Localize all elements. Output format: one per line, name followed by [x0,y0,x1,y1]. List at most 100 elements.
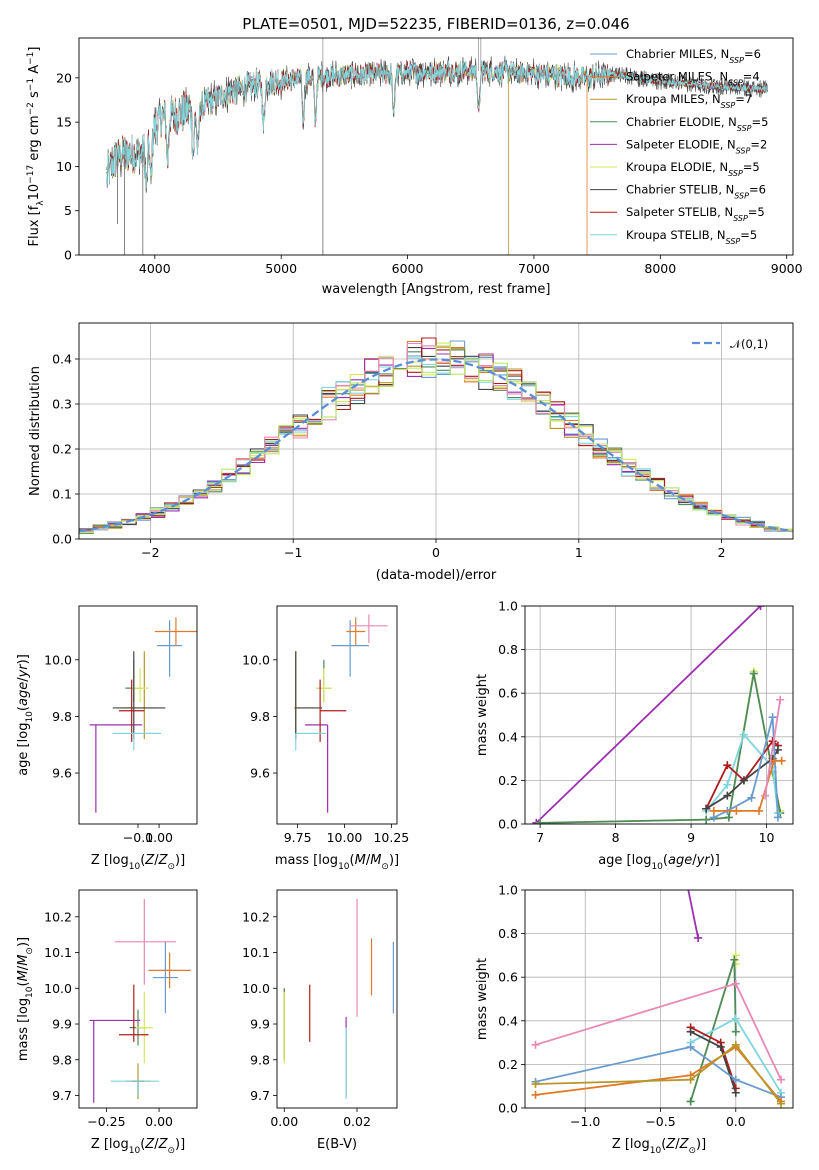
errorbar-point [89,1019,141,1103]
residuals-axes: −2 −1 0 1 2 0.0 0.1 0.2 0.3 0.4 (data-model)/error… [28,322,794,583]
weight-series [536,667,785,824]
spectrum-xtick-label: 4000 [139,261,171,276]
weight-marker [776,1099,785,1108]
weight-marker [686,1075,695,1084]
mass-vs-EBV-xtick-label: 0.00 [270,1114,298,1129]
mass-vs-Z-ytick-label: 10.0 [44,981,72,996]
weight-vs-Z-xtick-label: 0.0 [726,1114,746,1129]
errorbar-point [156,620,183,677]
weight-series [761,695,785,800]
legend-entry: Salpeter STELIB, NSSP=5 [626,205,765,223]
legend-entry: Kroupa ELODIE, NSSP=5 [626,160,760,178]
weight-vs-age-xtick-label: 7 [536,830,544,845]
weight-vs-age-xtick-label: 9 [687,830,695,845]
spectrum-xlabel: wavelength [Angstrom, rest frame] [322,282,551,297]
weight-marker [761,791,770,800]
errorbar-point [119,984,149,1042]
spectrum-ytick-label: 0 [64,248,72,263]
mass-vs-EBV-ytick-label: 10.1 [242,945,270,960]
spectrum-ytick-label: 15 [56,115,72,130]
weight-line [713,759,782,812]
mass-vs-Z-xlabel: Z [log10(Z/Z⊙)] [91,1137,185,1156]
weight-line [540,671,782,824]
weight-vs-age-ytick-label: 1.0 [498,599,518,614]
age-vs-mass-xtick-label: 10.25 [373,830,409,845]
weight-marker [724,813,733,822]
weight-marker [739,776,748,785]
errorbar-point [112,732,162,751]
spectrum-panel: 4000 5000 6000 7000 8000 9000 0 5 10 15 20 waveleng… [26,37,803,297]
weight-vs-age-axes: 7 8 9 10 0.0 0.2 0.4 0.6 0.8 1.0 age [log10(age/yr… [475,599,794,872]
weight-vs-Z-ylabel: mass weight [475,958,490,1040]
residuals-xtick-label: −2 [141,545,159,560]
residuals-ytick-label: 0.0 [52,532,72,547]
weight-vs-age-ylabel: mass weight [475,674,490,756]
residuals-ytick-label: 0.1 [52,487,72,502]
age-vs-mass-ytick-label: 9.6 [250,766,270,781]
weight-marker [531,1040,540,1049]
weight-marker [686,1027,695,1036]
spectrum-ytick-label: 10 [56,159,72,174]
spectrum-ylabel: Flux [fλ10−17 erg cm−2 s−1 A−1] [26,47,46,247]
weight-marker [702,815,711,824]
weight-marker [776,695,785,704]
errorbar-point [295,732,326,751]
errorbar-point [131,668,149,703]
residuals-xlabel: (data-model)/error [376,568,497,583]
spectrum-xtick-label: 9000 [771,261,803,276]
mass-vs-EBV-ytick-label: 9.8 [250,1052,270,1067]
errorbar-point [293,651,315,740]
residuals-xtick-label: 2 [718,545,726,560]
weight-marker [694,933,703,942]
mass-vs-Z-ytick-label: 9.7 [52,1088,72,1103]
errorbar-point [305,724,329,813]
mass-vs-Z-ytick-label: 9.8 [52,1052,72,1067]
weight-marker [773,745,782,754]
errorbar-point [331,620,369,677]
mass-vs-metallicity-panel: −0.25 0.00 9.7 9.8 9.9 10.0 10.1 10.2 Z [log10(Z… [16,889,198,1156]
spectrum-plot-area [106,38,768,255]
errorbar-point [135,991,153,1064]
mass-vs-EBV-xtick-label: 0.02 [343,1114,371,1129]
age-vs-Z-ytick-label: 9.6 [52,766,72,781]
spectrum-legend: Chabrier MILES, NSSP=6 Salpeter MILES, NS… [590,47,768,245]
age-vs-Z-ytick-label: 9.8 [52,709,72,724]
errorbar-point [123,651,155,740]
weight-marker [747,793,756,802]
legend-entry: Chabrier STELIB, NSSP=6 [626,183,766,201]
age-vs-mass-frame [276,605,398,825]
legend-entry: Salpeter MILES, NSSP=4 [626,70,760,88]
mass-vs-EBV-ytick-label: 10.0 [242,981,270,996]
mass-vs-Z-frame [78,889,198,1109]
mass-vs-Z-xtick-label: 0.00 [145,1114,173,1129]
weight-marker [536,818,545,824]
weight-marker [723,761,732,770]
weight-vs-Z-ytick-label: 0.8 [498,926,518,941]
spectrum-ytick-label: 5 [64,203,72,218]
weight-marker [732,806,741,815]
weight-line [687,890,699,939]
weight-series [686,955,740,1106]
residuals-ytick-label: 0.2 [52,442,72,457]
mass-vs-Z-ytick-label: 9.9 [52,1017,72,1032]
mass-vs-Z-plot-area [89,898,191,1103]
weight-marker [731,1088,740,1097]
weight-vs-Z-ytick-label: 0.0 [498,1101,518,1116]
weight-marker [731,1075,740,1084]
errorbar-point [114,898,176,985]
weight-series [531,1042,785,1102]
residuals-xtick-label: 0 [432,545,440,560]
spectrum-xtick-label: 6000 [392,261,424,276]
weight-vs-Z-ytick-label: 0.4 [498,1013,518,1028]
weight-marker [682,875,690,883]
weight-vs-Z-ytick-label: 0.6 [498,970,518,985]
age-vs-metallicity-panel: −0.10.00 9.6 9.8 10.0 Z [log10(Z/Z⊙)] age [lo… [16,605,198,872]
weight-vs-age-ytick-label: 0.2 [498,773,518,788]
age-vs-Z-xtick-label: −0.1 [123,830,153,845]
weight-marker [531,1080,540,1089]
weight-marker [723,780,732,789]
residuals-xtick-label: −1 [284,545,302,560]
weight-marker [739,730,748,739]
mass-vs-Z-ytick-label: 10.1 [44,945,72,960]
age-vs-mass-ytick-label: 9.8 [250,709,270,724]
